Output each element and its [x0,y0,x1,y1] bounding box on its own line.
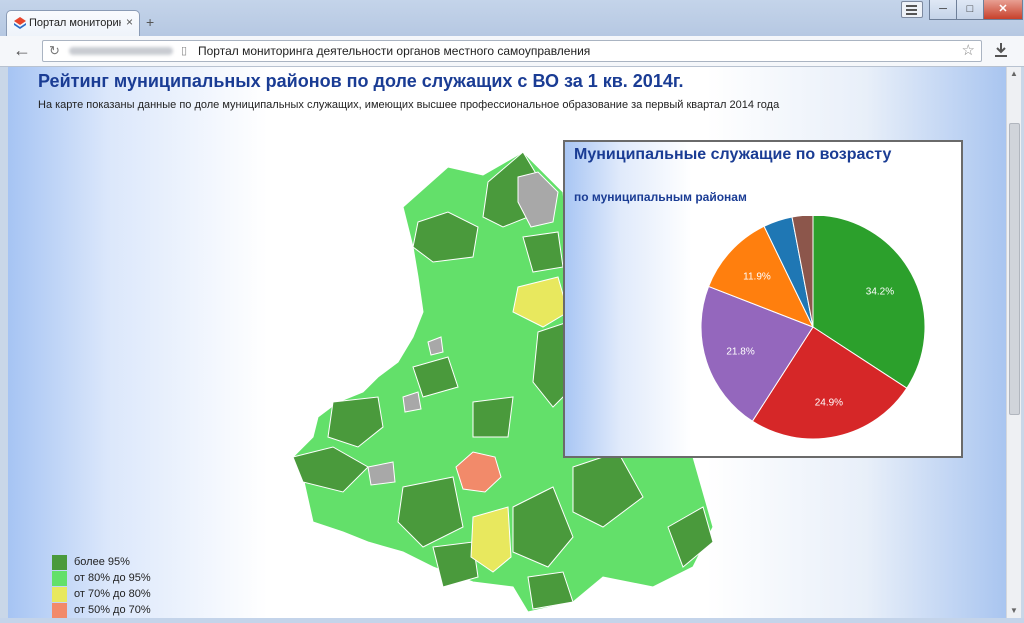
download-icon[interactable] [994,42,1008,58]
map-region [512,486,574,568]
pie-slice[interactable] [707,225,815,328]
pie-data-label: 21.8% [726,347,754,358]
close-window-button[interactable]: ✕ [983,0,1023,20]
map-region [455,451,502,493]
pie-slice[interactable] [700,285,814,422]
scroll-up-arrow-icon[interactable]: ▲ [1010,69,1018,78]
legend-swatch [52,555,67,570]
new-tab-button[interactable]: + [146,14,155,30]
back-arrow-icon[interactable]: ← [13,40,31,60]
legend-label: от 70% до 80% [74,588,151,600]
legend-label: более 95% [74,556,130,568]
map-region [397,476,464,548]
legend-label: от 50% до 70% [74,604,151,616]
scroll-thumb[interactable] [1009,123,1020,415]
page-subtitle: На карте показаны данные по доле муницип… [38,99,780,111]
reload-icon[interactable]: ↻ [49,43,60,58]
map-region [512,276,569,328]
popup-subtitle: по муниципальным районам [574,190,747,204]
map-region [412,211,479,263]
page-content: Рейтинг муниципальных районов по доле сл… [8,67,1006,618]
address-page-title: Портал мониторинга деятельности органов … [198,44,591,58]
pie-chart-area: 34.2% 24.9% 21.8% 11.9% [693,214,959,454]
map-region [402,391,422,413]
legend-swatch [52,603,67,618]
pie-data-label: 34.2% [866,287,894,298]
address-bar[interactable]: ↻ ▯ Портал мониторинга деятельности орга… [42,40,982,62]
map-region [292,446,369,493]
map-region [412,356,459,398]
scroll-down-arrow-icon[interactable]: ▼ [1010,606,1018,615]
browser-titlebar: Портал мониторинга × + ─ □ ✕ [0,0,1024,37]
map-region [327,396,384,448]
blurred-domain [69,47,173,55]
page-icon: ▯ [181,45,188,57]
tab-title: Портал мониторинга [29,17,121,29]
map-region [517,171,559,228]
map-region [472,396,514,438]
map-region [367,461,396,486]
browser-toolbar: ← ↻ ▯ Портал мониторинга деятельности ор… [0,36,1024,67]
pie-data-label: 11.9% [743,271,771,282]
window-bottom-border [0,618,1024,623]
map-region [527,571,574,610]
browser-menu-icon[interactable] [901,1,923,18]
browser-tab[interactable]: Портал мониторинга × [6,10,140,37]
pie-data-label: 24.9% [815,397,843,408]
page-title: Рейтинг муниципальных районов по доле сл… [38,71,684,91]
map-region [427,336,444,356]
legend-swatch [52,571,67,586]
bookmark-star-icon[interactable]: ☆ [961,42,975,59]
pie-slice[interactable] [751,326,908,440]
maximize-button[interactable]: □ [956,0,984,20]
map-region [667,506,714,568]
pie-chart: 34.2% 24.9% 21.8% 11.9% [700,214,926,440]
close-tab-icon[interactable]: × [125,15,133,29]
map-region [432,541,479,588]
vertical-scrollbar[interactable]: ▲ ▼ [1006,67,1021,618]
minimize-button[interactable]: ─ [929,0,957,20]
chart-popup: Муниципальные служащие по возрасту по му… [563,140,963,458]
map-region [470,506,512,573]
site-favicon-icon [14,17,26,29]
popup-title: Муниципальные служащие по возрасту [574,146,892,163]
legend-swatch [52,587,67,602]
legend-label: от 80% до 95% [74,572,151,584]
